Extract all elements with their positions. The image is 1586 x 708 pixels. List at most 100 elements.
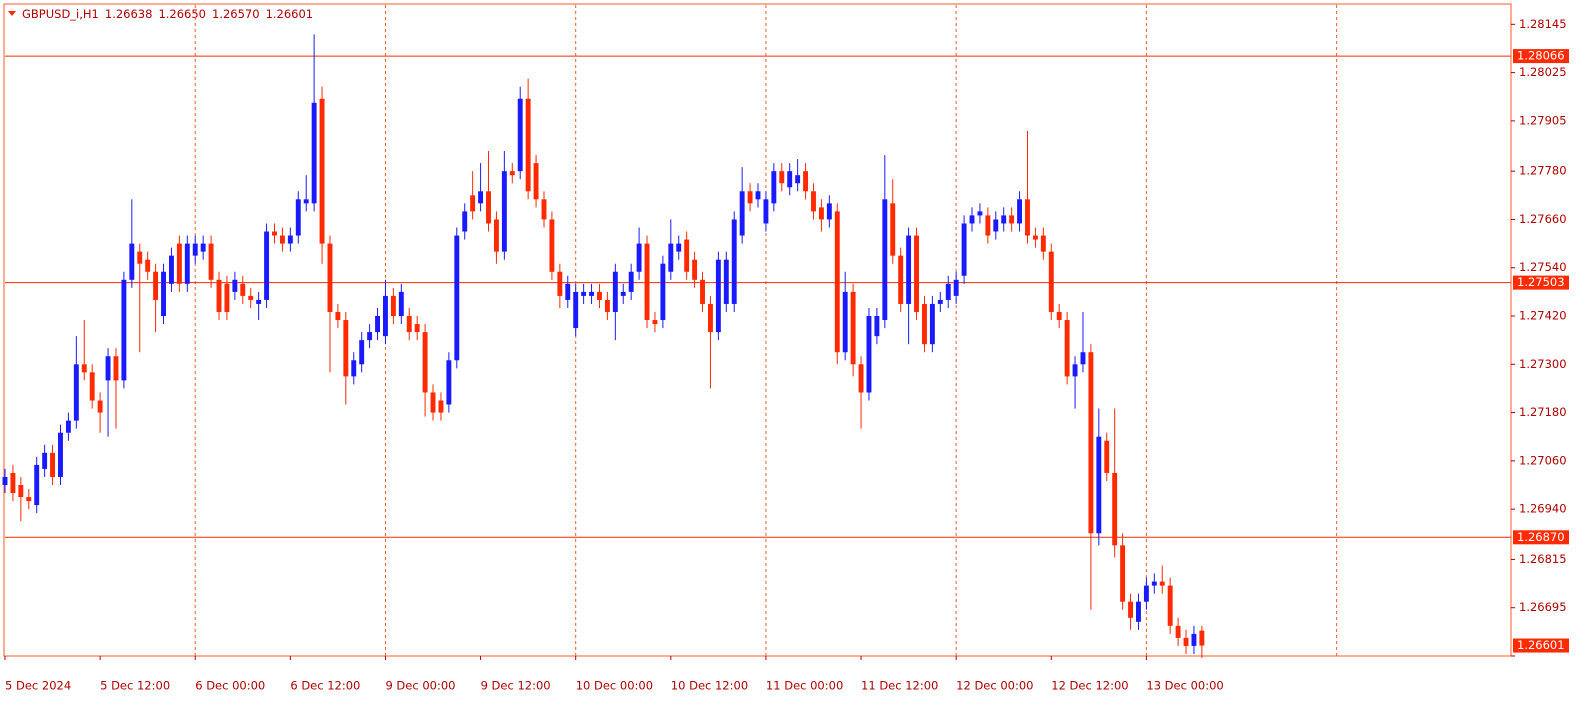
y-tick-label: 1.28145: [1519, 17, 1567, 31]
candle-body: [438, 400, 444, 413]
x-tick-label: 12 Dec 00:00: [956, 679, 1033, 693]
candle-body: [1143, 585, 1149, 602]
candle-body: [153, 271, 159, 300]
candle-body: [311, 102, 317, 204]
candle-body: [97, 400, 103, 413]
candle-body: [1151, 581, 1157, 586]
candle-body: [1128, 601, 1133, 618]
x-tick-label: 5 Dec 2024: [5, 679, 71, 693]
candle-body: [81, 364, 87, 373]
candle-body: [969, 215, 975, 224]
candle-body: [898, 255, 904, 304]
candle-body: [113, 356, 119, 381]
candle-body: [414, 324, 420, 333]
candle-body: [874, 316, 880, 337]
candle-body: [486, 191, 491, 224]
candle-body: [779, 171, 785, 184]
candle-body: [176, 243, 182, 284]
candle-body: [390, 295, 396, 317]
candle-body: [208, 243, 214, 280]
y-tick-label: 1.27180: [1519, 405, 1567, 419]
candle-body: [129, 243, 135, 280]
candle-body: [89, 372, 95, 401]
symbol: GBPUSD_i,H1: [22, 7, 99, 21]
candle-body: [367, 332, 373, 341]
candle-body: [501, 171, 507, 252]
last-price-label: 1.26601: [1517, 638, 1565, 652]
candle-body: [834, 211, 840, 353]
candle-body: [739, 191, 745, 236]
candle-body: [1136, 601, 1141, 622]
candle-body: [818, 207, 824, 220]
candle-body: [826, 203, 832, 220]
candle-body: [137, 251, 143, 264]
candle-body: [200, 243, 206, 252]
candle-body: [1032, 235, 1038, 240]
candle-body: [1112, 472, 1118, 546]
candle-body: [1191, 633, 1197, 646]
candle-body: [977, 211, 983, 216]
candle-body: [351, 360, 357, 377]
candle-body: [192, 243, 198, 256]
candle-body: [549, 219, 555, 272]
x-tick-label: 11 Dec 00:00: [766, 679, 843, 693]
candle-body: [731, 219, 737, 304]
candle-body: [993, 219, 999, 232]
x-tick-label: 9 Dec 12:00: [481, 679, 551, 693]
candle-body: [866, 316, 872, 393]
candle-body: [676, 243, 682, 252]
candle-body: [1088, 352, 1094, 534]
candle-body: [1096, 436, 1102, 534]
candle-body: [929, 303, 935, 345]
candle-body: [121, 279, 127, 381]
candle-body: [747, 191, 753, 204]
candle-body: [581, 291, 587, 296]
candle-body: [541, 199, 547, 220]
candle-body: [811, 191, 816, 212]
candle-body: [1048, 251, 1054, 312]
candle-body: [906, 235, 912, 304]
quote-value: 1.26570: [212, 7, 260, 21]
candle-body: [216, 279, 222, 312]
candle-body: [1183, 637, 1189, 646]
y-tick-label: 1.26940: [1519, 502, 1567, 516]
candle-body: [1040, 235, 1046, 252]
candle-body: [787, 171, 793, 188]
candle-body: [161, 271, 166, 317]
candle-body: [470, 195, 476, 212]
candle-body: [652, 320, 658, 325]
quote-value: 1.26638: [105, 7, 153, 21]
candle-body: [795, 175, 801, 184]
candle-body: [42, 452, 48, 469]
candle-body: [660, 263, 666, 321]
candle-body: [478, 191, 484, 204]
header-arrow: [8, 11, 16, 16]
candle-body: [684, 239, 690, 272]
candle-body: [264, 231, 270, 300]
quote-value: 1.26650: [158, 7, 206, 21]
candle-body: [937, 299, 943, 304]
candle-body: [398, 291, 404, 317]
last-price-bg: [1513, 638, 1569, 653]
x-tick-label: 13 Dec 00:00: [1146, 679, 1223, 693]
candle-body: [335, 311, 341, 321]
candle-body: [34, 464, 40, 506]
candle-body: [359, 340, 365, 365]
candle-body: [493, 219, 499, 252]
candle-body: [1080, 352, 1086, 365]
level-label-bg: [1513, 530, 1569, 545]
candle-body: [1001, 215, 1007, 224]
candle-body: [248, 295, 254, 300]
candle-body: [707, 303, 713, 333]
level-label: 1.27503: [1517, 275, 1565, 289]
candle-body: [462, 211, 468, 232]
candle-body: [256, 299, 262, 304]
candle-body: [1120, 545, 1126, 602]
candle-body: [589, 291, 595, 296]
candle-body: [327, 243, 333, 312]
candle-body: [573, 291, 579, 329]
candle-body: [295, 199, 301, 236]
candle-body: [232, 279, 238, 292]
